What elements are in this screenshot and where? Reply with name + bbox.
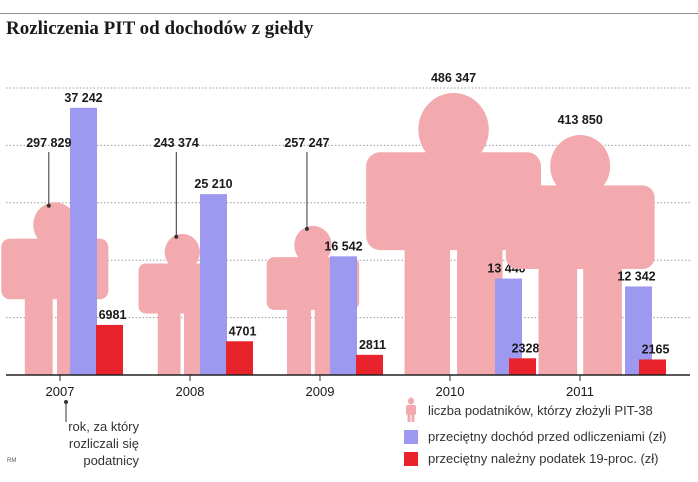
person-head (418, 93, 489, 167)
year-note: rok, za który rozliczali się podatnicy (59, 418, 139, 469)
tax-bar (356, 354, 383, 375)
year-note-line-1: rok, za który (68, 419, 139, 434)
leader-dot (304, 226, 309, 231)
income-bar (70, 107, 97, 376)
person-leg (404, 248, 451, 375)
person-leg (538, 267, 578, 375)
person-leg (583, 267, 622, 375)
taxpayers-label: 486 347 (431, 71, 476, 85)
person-torso (366, 152, 541, 251)
taxpayers-label: 413 850 (558, 113, 603, 127)
person-head (550, 135, 611, 198)
year-label: 2009 (306, 384, 335, 399)
tax-label: 6981 (99, 308, 127, 322)
person-head (164, 233, 200, 271)
person-head (33, 202, 77, 248)
person-icon (406, 397, 416, 422)
income-label: 25 210 (194, 177, 232, 191)
person-leg (457, 248, 503, 375)
legend-swatch-income (404, 430, 418, 444)
taxpayers-label: 297 829 (26, 136, 71, 150)
income-label: 16 542 (324, 239, 362, 253)
tax-bar (226, 341, 253, 375)
person-leg (24, 297, 53, 375)
tax-bar (96, 324, 123, 375)
person-leg (157, 311, 181, 375)
taxpayers-label: 257 247 (284, 136, 329, 150)
taxpayers-label: 243 374 (154, 136, 199, 150)
tax-label: 2165 (642, 342, 670, 356)
leader-dot (46, 203, 51, 208)
person-torso (505, 185, 655, 270)
year-label: 2011 (566, 384, 594, 399)
legend-label-taxpayers: liczba podatników, którzy złożyli PIT-38 (428, 403, 653, 418)
year-label: 2007 (46, 384, 75, 399)
tax-label: 2811 (359, 338, 386, 352)
leader-dot (174, 234, 179, 239)
tax-bar (509, 358, 536, 375)
income-bar (200, 194, 227, 375)
person-leg (287, 307, 312, 375)
top-rule (0, 13, 698, 14)
tax-label: 4701 (229, 324, 257, 338)
year-label: 2010 (436, 384, 465, 399)
tax-bar (639, 359, 666, 375)
year-note-line-3: podatnicy (83, 453, 139, 468)
income-label: 12 342 (617, 269, 655, 283)
year-label: 2008 (176, 384, 205, 399)
chart-title: Rozliczenia PIT od dochodów z giełdy (6, 18, 314, 39)
legend-swatch-tax (404, 452, 418, 466)
note-leader-dot (64, 400, 68, 404)
tax-label: 2328 (512, 341, 540, 355)
income-bar (330, 256, 357, 375)
year-note-line-2: rozliczali się (68, 436, 139, 451)
legend-label-income: przeciętny dochód przed odliczeniami (zł… (428, 429, 667, 444)
credit: RM (7, 458, 17, 464)
income-label: 37 242 (64, 91, 102, 105)
person-head (294, 225, 332, 265)
legend-label-tax: przeciętny należny podatek 19-proc. (zł) (428, 451, 659, 466)
